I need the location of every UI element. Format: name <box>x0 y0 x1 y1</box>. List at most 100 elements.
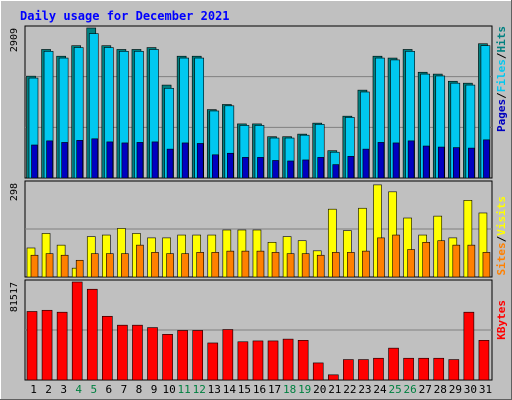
pages-bar <box>317 157 325 179</box>
legend-2: Sites/Visits <box>495 196 508 276</box>
pages-bar <box>392 142 400 179</box>
kbytes-bar <box>177 330 188 381</box>
chart-panels: 2909Pages/Files/Hits298Sites/Visits81517… <box>9 25 508 381</box>
sites-bar <box>30 254 39 278</box>
x-tick-label: 4 <box>75 383 82 396</box>
kbytes-bar <box>132 324 143 381</box>
pages-bar <box>31 144 38 179</box>
sites-bar <box>151 252 159 278</box>
sites-bar <box>301 253 310 278</box>
kbytes-bar <box>222 329 234 381</box>
sites-bar <box>106 253 114 278</box>
sites-bar <box>422 242 430 278</box>
x-tick-label: 31 <box>479 383 492 396</box>
pages-bar <box>211 154 219 179</box>
sites-bar <box>196 252 205 278</box>
kbytes-bar <box>433 357 445 381</box>
pages-bar <box>377 142 385 179</box>
x-tick-label: 16 <box>253 383 266 396</box>
y-axis-max-label: 81517 <box>9 282 20 312</box>
x-tick-label: 1 <box>30 383 37 396</box>
kbytes-bar <box>312 362 324 381</box>
kbytes-bar <box>373 357 384 381</box>
x-tick-label: 21 <box>328 383 341 396</box>
x-tick-label: 25 <box>388 383 401 396</box>
chart-panel-3: 81517 KBytes <box>9 279 508 381</box>
x-tick-label: 29 <box>449 383 462 396</box>
kbytes-bar <box>41 309 53 381</box>
x-tick-label: 5 <box>90 383 97 396</box>
sites-bar <box>271 252 280 278</box>
pages-bar <box>181 142 189 179</box>
sites-bar <box>467 244 476 278</box>
legend-entry-visits: Visits <box>495 196 508 236</box>
kbytes-bar <box>56 311 68 381</box>
kbytes-bar <box>327 374 339 381</box>
legend-entry-sites: Sites <box>495 242 508 275</box>
x-tick-label: 14 <box>223 383 237 396</box>
x-tick-label: 8 <box>136 383 143 396</box>
pages-bar <box>422 145 430 179</box>
kbytes-bar <box>237 341 249 381</box>
sites-bar <box>45 253 54 278</box>
pages-bar <box>106 141 114 179</box>
x-tick-label: 28 <box>434 383 447 396</box>
kbytes-bar <box>207 342 219 381</box>
sites-bar <box>316 254 325 278</box>
kbytes-bar <box>117 324 128 381</box>
kbytes-bar <box>71 281 83 381</box>
x-tick-label: 19 <box>298 383 311 396</box>
kbytes-bar <box>388 347 399 381</box>
x-tick-label: 23 <box>358 383 371 396</box>
sites-bar <box>482 252 491 278</box>
pages-bar <box>166 148 174 179</box>
kbytes-bar <box>102 315 113 381</box>
kbytes-bar <box>162 334 173 381</box>
pages-bar <box>287 160 294 179</box>
legend-separator: / <box>495 92 508 99</box>
pages-bar <box>407 140 415 179</box>
sites-bar <box>121 253 129 278</box>
x-tick-label: 11 <box>178 383 191 396</box>
legend-entry-kbytes: KBytes <box>495 300 508 340</box>
x-tick-label: 7 <box>121 383 128 396</box>
pages-bar <box>121 142 129 179</box>
y-axis-max-label: 298 <box>9 183 20 201</box>
kbytes-bar <box>418 357 429 381</box>
legend-3: KBytes <box>495 300 508 340</box>
sites-bar <box>211 252 220 278</box>
kbytes-bar <box>448 359 460 381</box>
sites-bar <box>392 234 400 278</box>
pages-bar <box>272 160 279 179</box>
x-tick-label: 30 <box>464 383 477 396</box>
kbytes-bar <box>86 288 98 381</box>
x-tick-label: 9 <box>151 383 158 396</box>
sites-bar <box>256 250 265 278</box>
kbytes-bar <box>252 340 264 381</box>
legend-1: Pages/Files/Hits <box>495 26 508 132</box>
kbytes-bar <box>192 330 204 381</box>
pages-bar <box>347 156 355 179</box>
pages-bar <box>302 159 309 179</box>
kbytes-bar <box>463 311 475 381</box>
pages-bar <box>76 140 83 179</box>
sites-bar <box>181 253 189 278</box>
kbytes-bar <box>478 340 490 381</box>
sites-bar <box>166 253 174 278</box>
sites-bar <box>407 249 415 278</box>
sites-bar <box>90 253 99 278</box>
x-axis-tick-labels: 1 2 3 4 5 6 7 8 9 10 11 12 13 14 15 16 17 18 19 20 21 22 23 24 2… <box>30 383 492 396</box>
pages-bar <box>257 157 264 179</box>
kbytes-bar <box>343 359 354 381</box>
sites-bar <box>377 237 385 278</box>
pages-bar <box>437 146 445 179</box>
sites-bar <box>75 259 84 278</box>
pages-bar <box>136 142 144 179</box>
x-tick-label: 10 <box>162 383 175 396</box>
legend-separator: / <box>495 235 508 242</box>
x-tick-label: 27 <box>419 383 432 396</box>
pages-bar <box>468 147 475 179</box>
pages-bar <box>453 147 460 179</box>
sites-bar <box>362 250 370 278</box>
